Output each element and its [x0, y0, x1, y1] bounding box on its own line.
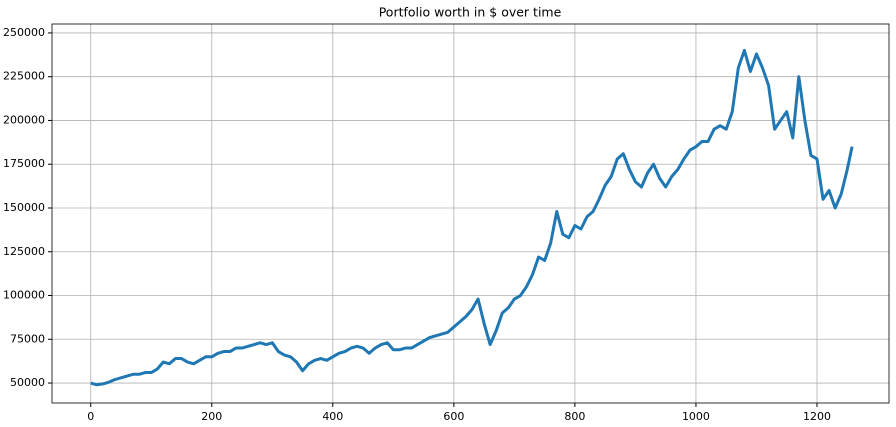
x-tick-label: 600: [443, 410, 464, 423]
y-tick-label: 75000: [10, 332, 45, 345]
x-tick-label: 0: [87, 410, 94, 423]
x-tick-label: 1200: [803, 410, 831, 423]
x-tick-label: 800: [564, 410, 585, 423]
y-tick-label: 175000: [3, 157, 45, 170]
x-tick-label: 1000: [682, 410, 710, 423]
y-tick-label: 150000: [3, 201, 45, 214]
y-tick-label: 50000: [10, 376, 45, 389]
y-tick-label: 125000: [3, 245, 45, 258]
y-tick-label: 200000: [3, 113, 45, 126]
x-tick-label: 400: [322, 410, 343, 423]
y-tick-label: 250000: [3, 26, 45, 39]
plot-frame: [51, 23, 890, 404]
y-tick-label: 100000: [3, 289, 45, 302]
line: [90, 48, 854, 387]
y-tick-label: 225000: [3, 70, 45, 83]
x-tick-label: 200: [201, 410, 222, 423]
chart-title: Portfolio worth in $ over time: [379, 5, 562, 20]
